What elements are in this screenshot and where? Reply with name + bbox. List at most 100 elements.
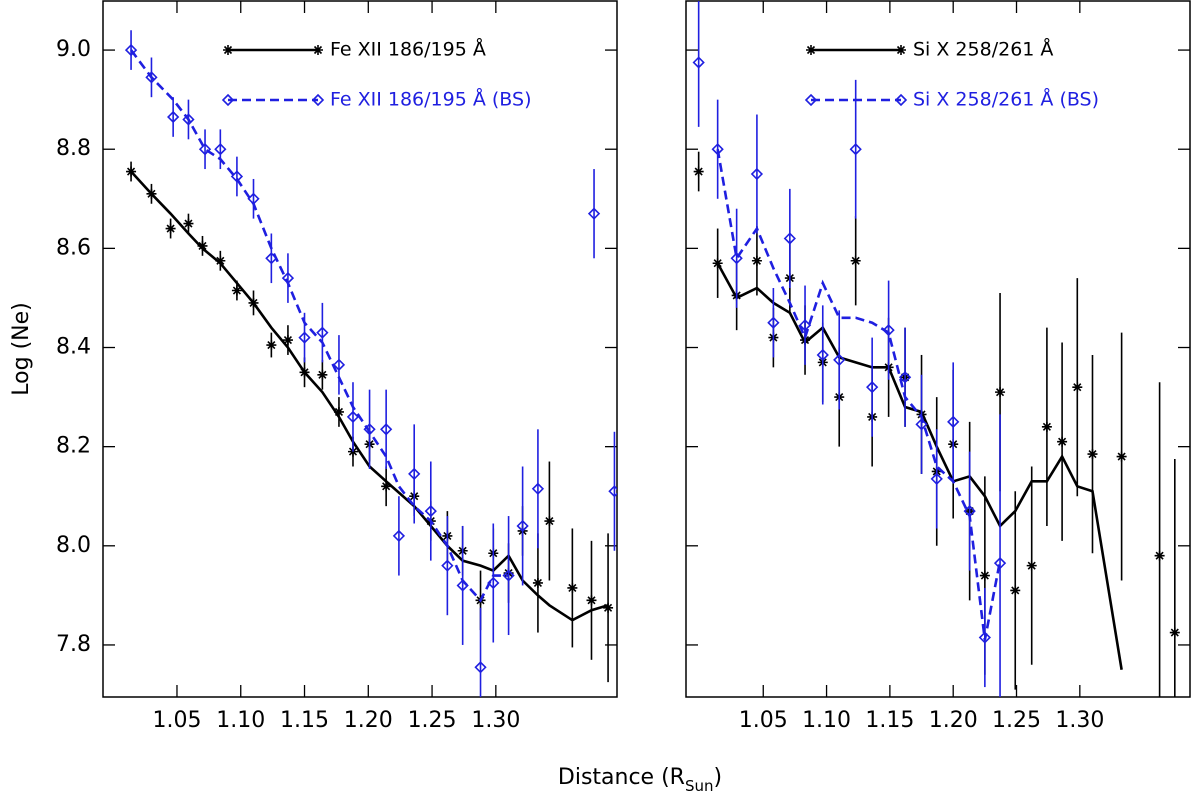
marker [441,559,454,572]
marker [516,519,529,533]
legend-marker [804,93,818,107]
y-tick-label: 8.8 [56,136,91,161]
marker [750,167,764,181]
marker [363,423,376,436]
marker [146,188,157,199]
marker [693,166,704,177]
marker [231,285,242,296]
marker [930,472,943,486]
marker [531,482,545,495]
x-tick-label: 1.05 [739,708,788,733]
marker [1057,436,1068,447]
y-axis-label: Log (Ne) [9,302,34,395]
marker [487,576,500,590]
marker [947,415,960,429]
marker [978,631,991,644]
marker [333,406,344,417]
x-tick-label: 1.20 [929,708,978,733]
marker [751,255,762,266]
marker [316,326,329,339]
marker [332,358,346,371]
marker [182,113,195,126]
marker [816,348,829,362]
marker [567,582,578,593]
marker [215,255,226,266]
trend-line [716,262,1123,670]
marker [587,207,601,220]
marker [1169,627,1180,638]
marker [424,504,437,518]
marker [474,661,487,674]
marker [183,218,194,229]
marker [247,192,260,205]
marker [586,595,597,606]
marker [298,331,311,344]
legend-marker [221,93,235,107]
marker [866,381,879,394]
marker [798,319,812,332]
marker [711,143,724,156]
legend-marker [313,45,323,55]
y-tick-label: 8.2 [56,434,91,459]
marker [380,423,393,436]
y-tick-label: 8.4 [56,335,91,360]
legend-label: Si X 258/261 Å [913,38,1053,61]
marker [165,223,176,234]
marker [898,371,912,384]
marker [281,271,295,285]
marker [265,252,278,265]
marker [248,297,259,308]
y-tick-label: 7.8 [56,632,91,657]
marker [456,579,469,592]
marker [167,110,180,124]
x-tick-label: 1.30 [471,708,520,733]
marker [1087,449,1098,460]
x-tick-label: 1.30 [1055,708,1104,733]
x-tick-label: 1.10 [802,708,851,733]
legend-marker [223,45,233,55]
marker [692,56,705,69]
y-tick-label: 8.0 [56,533,91,558]
marker [1010,585,1021,596]
legend-marker [311,93,325,107]
x-tick-label: 1.25 [992,708,1041,733]
marker [198,143,212,156]
plot-area [692,1,1180,697]
plot-frame [102,0,618,698]
marker [1154,550,1165,561]
marker [381,481,392,492]
marker [1041,421,1052,432]
marker [197,240,208,251]
marker [124,43,138,57]
marker [850,255,861,266]
x-tick-label: 1.15 [865,708,914,733]
marker [979,570,990,581]
y-tick-label: 8.6 [56,235,91,260]
marker [544,516,555,527]
marker [408,467,421,481]
trend-line [130,49,509,603]
x-axis-label: Distance (RSun) [558,765,722,795]
marker [730,252,743,265]
legend-marker [806,45,816,55]
legend-label: Fe XII 186/195 Å [330,38,486,61]
trend-line [716,148,1002,641]
plot-frame [685,0,1191,698]
marker [1026,560,1037,571]
plot-area [124,30,617,697]
marker [230,170,244,183]
marker [266,340,277,351]
marker [993,557,1007,570]
x-tick-label: 1.20 [344,708,393,733]
y-tick-label: 9.0 [56,37,91,62]
marker [712,258,723,269]
marker [282,335,293,346]
marker [849,143,862,156]
marker [317,369,328,380]
legend-label: Fe XII 186/195 Å (BS) [330,88,531,111]
marker [995,387,1006,398]
x-tick-label: 1.10 [216,708,265,733]
x-tick-label: 1.05 [152,708,201,733]
marker [963,504,976,518]
